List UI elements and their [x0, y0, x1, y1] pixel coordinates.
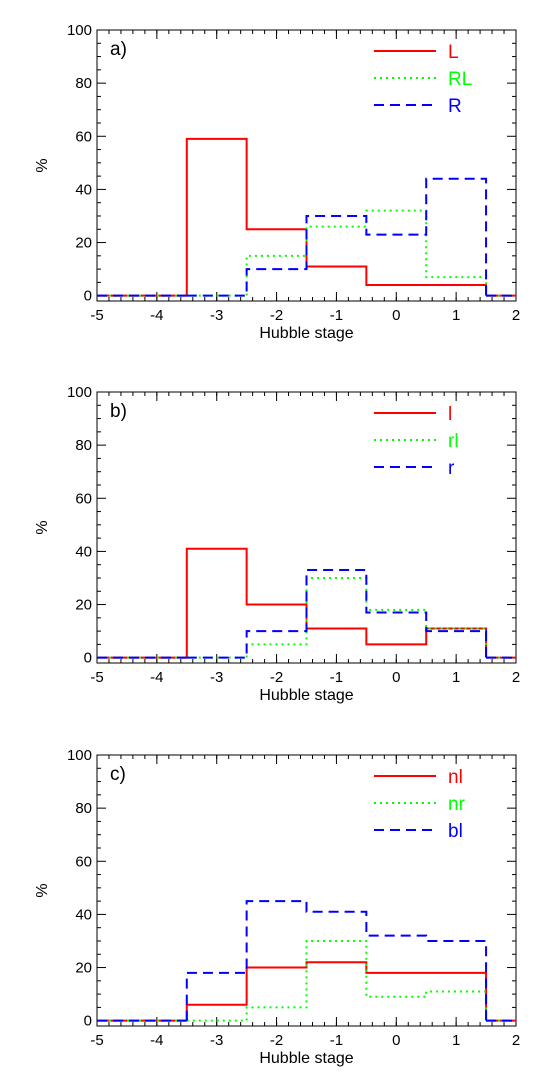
series-step-rl — [186, 576, 488, 659]
x-tick-label: 1 — [452, 1032, 460, 1049]
x-tick-label: -4 — [150, 669, 163, 686]
legend-label: RL — [448, 69, 472, 90]
x-tick-label: -5 — [90, 1032, 103, 1049]
x-tick-label: 1 — [452, 669, 460, 686]
series-step-bl — [185, 900, 488, 1021]
x-tick-label: -2 — [270, 307, 283, 324]
x-tick-label: -2 — [270, 1032, 283, 1049]
x-axis-label: Hubble stage — [259, 325, 353, 342]
series-step-RL — [186, 209, 488, 297]
legend-label: nr — [448, 794, 466, 815]
legend-label: R — [448, 96, 462, 117]
plot-frame — [96, 754, 517, 1027]
legend-label: l — [448, 404, 452, 425]
series-step-nr — [186, 939, 488, 1022]
x-tick-label: -3 — [210, 307, 223, 324]
y-tick-label: 0 — [84, 288, 92, 305]
x-tick-label: 0 — [392, 1032, 400, 1049]
y-axis-label: % — [34, 520, 51, 534]
series-step-r — [186, 569, 488, 659]
y-tick-label: 80 — [75, 800, 92, 817]
y-tick-label: 100 — [67, 384, 92, 401]
x-tick-label: -3 — [210, 1032, 223, 1049]
x-tick-label: 2 — [512, 1032, 520, 1049]
legend-label: nl — [448, 767, 463, 788]
y-tick-label: 20 — [75, 597, 92, 614]
y-tick-label: 100 — [67, 747, 92, 764]
series-step-l — [185, 547, 488, 658]
x-tick-label: -5 — [90, 307, 103, 324]
x-axis-label: Hubble stage — [259, 1050, 353, 1067]
x-tick-label: -1 — [330, 1032, 343, 1049]
y-axis-label: % — [34, 158, 51, 172]
x-tick-label: -1 — [330, 669, 343, 686]
x-tick-label: -4 — [150, 1032, 163, 1049]
plot-frame — [96, 391, 517, 664]
series-step-L — [185, 137, 488, 296]
y-tick-label: 60 — [75, 853, 92, 870]
y-tick-label: 40 — [75, 906, 92, 923]
panel-label: c) — [110, 764, 126, 785]
x-tick-label: 2 — [512, 307, 520, 324]
x-tick-label: -2 — [270, 669, 283, 686]
x-tick-label: 1 — [452, 307, 460, 324]
y-tick-label: 60 — [75, 128, 92, 145]
x-tick-label: -1 — [330, 307, 343, 324]
x-tick-label: -3 — [210, 669, 223, 686]
legend-label: rl — [448, 431, 459, 452]
panel-label: b) — [110, 401, 127, 422]
legend-label: bl — [448, 821, 463, 842]
y-axis-label: % — [34, 883, 51, 897]
series-step-R — [186, 177, 488, 297]
y-tick-label: 0 — [84, 1013, 92, 1030]
series-step-nl — [185, 961, 488, 1021]
x-tick-label: -5 — [90, 669, 103, 686]
x-tick-label: -4 — [150, 307, 163, 324]
x-axis-label: Hubble stage — [259, 687, 353, 704]
y-tick-label: 40 — [75, 543, 92, 560]
x-tick-label: 0 — [392, 669, 400, 686]
legend-label: L — [448, 42, 459, 63]
y-tick-label: 80 — [75, 437, 92, 454]
y-tick-label: 80 — [75, 75, 92, 92]
x-tick-label: 2 — [512, 669, 520, 686]
panel-label: a) — [110, 39, 127, 60]
y-tick-label: 40 — [75, 181, 92, 198]
y-tick-label: 20 — [75, 960, 92, 977]
y-tick-label: 60 — [75, 490, 92, 507]
y-tick-label: 0 — [84, 650, 92, 667]
legend-label: r — [448, 458, 455, 479]
y-tick-label: 20 — [75, 235, 92, 252]
y-tick-label: 100 — [67, 22, 92, 39]
plot-frame — [96, 29, 517, 302]
x-tick-label: 0 — [392, 307, 400, 324]
